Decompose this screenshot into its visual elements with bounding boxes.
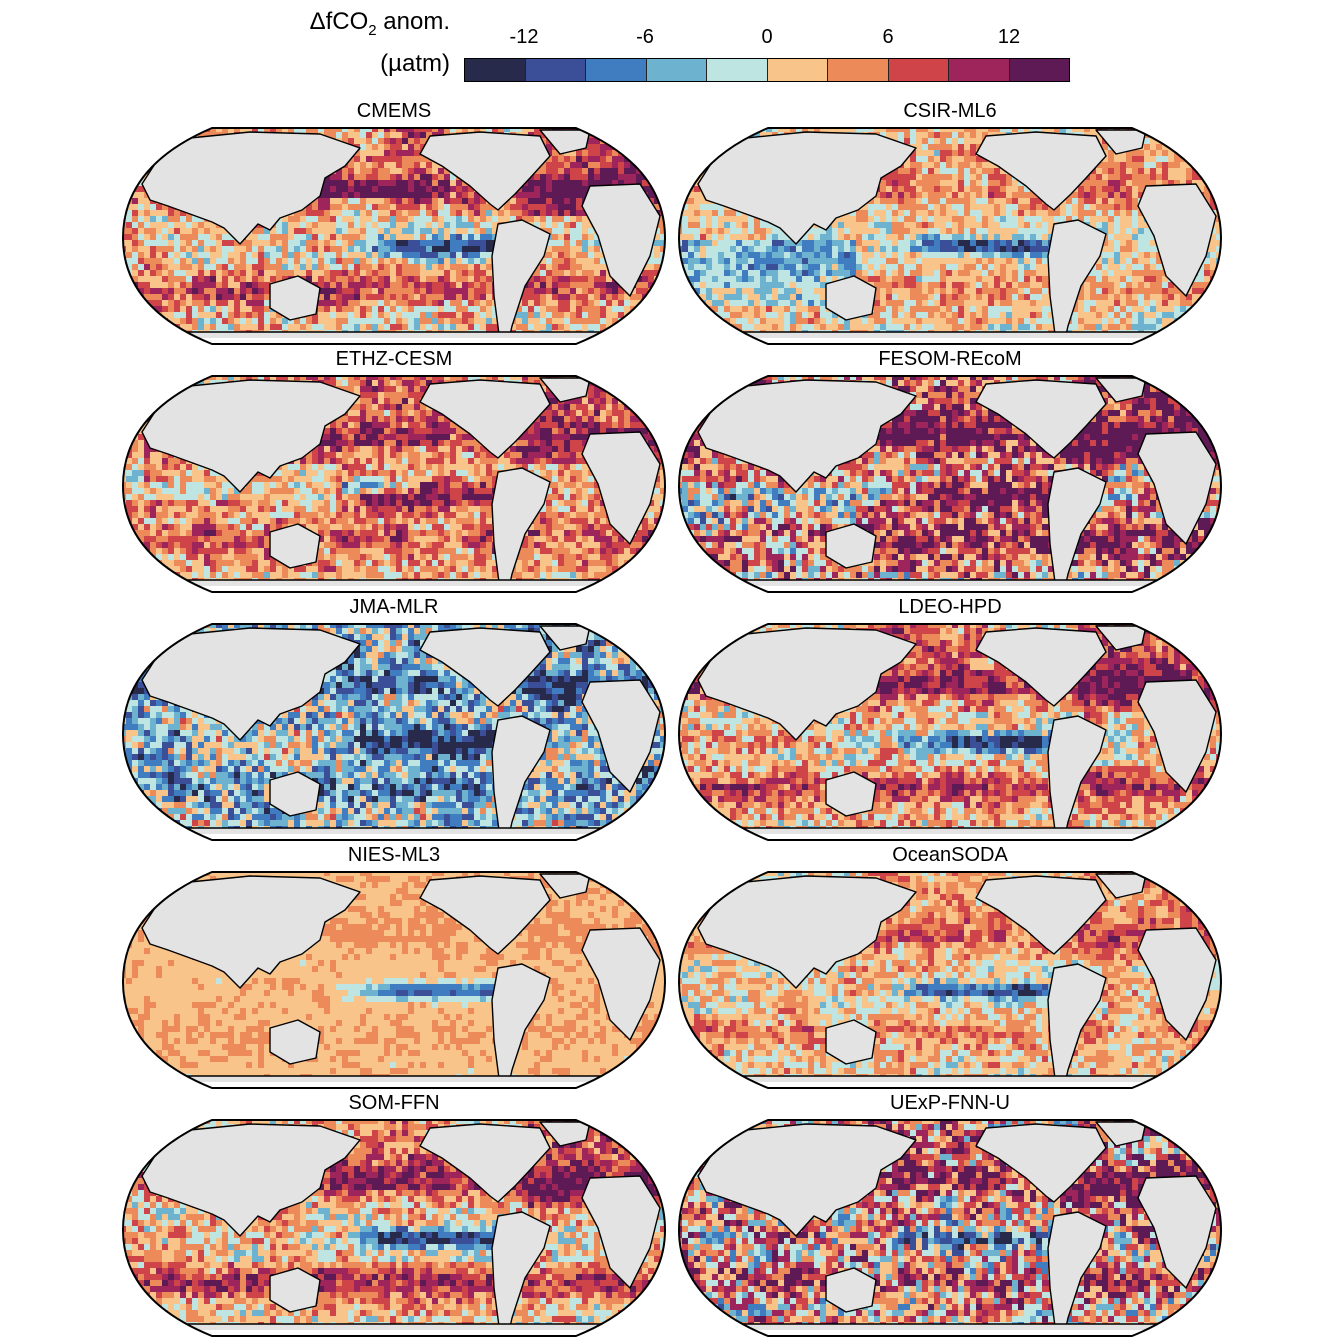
map-frame — [121, 1119, 667, 1337]
colorbar-tick: 12 — [998, 26, 1020, 49]
panel-title: OceanSODA — [676, 844, 1224, 866]
land — [697, 129, 1217, 344]
colorbar-tick: 6 — [882, 26, 893, 49]
map-som-ffn — [121, 1119, 667, 1337]
ocean-field — [123, 128, 665, 344]
ocean-field — [679, 624, 1221, 840]
colorbar-swatch — [828, 59, 889, 81]
colorbar-tick: 0 — [761, 26, 772, 49]
map-frame — [677, 127, 1223, 345]
map-ldeo-hpd — [677, 623, 1223, 841]
map-panel-nies-ml3: NIES-ML3 — [120, 844, 668, 1092]
map-jma-mlr — [121, 623, 667, 841]
ocean-field — [123, 624, 665, 840]
map-panel-fesom-recom: FESOM-REcoM — [676, 348, 1224, 596]
map-panel-oceansoda: OceanSODA — [676, 844, 1224, 1092]
panel-title: JMA-MLR — [120, 596, 668, 618]
map-panel-cmems: CMEMS — [120, 100, 668, 348]
ocean-field — [123, 872, 665, 1088]
map-cmems — [121, 127, 667, 345]
panel-title: NIES-ML3 — [120, 844, 668, 866]
land — [141, 377, 661, 592]
colorbar-title-subscript: 2 — [368, 22, 376, 39]
panel-title: CMEMS — [120, 100, 668, 122]
map-panel-jma-mlr: JMA-MLR — [120, 596, 668, 844]
colorbar-swatch — [767, 59, 828, 81]
panel-title: LDEO-HPD — [676, 596, 1224, 618]
colorbar-swatch — [646, 59, 707, 81]
land — [697, 625, 1217, 840]
panel-title: CSIR-ML6 — [676, 100, 1224, 122]
ocean-field — [679, 128, 1221, 344]
colorbar-title: ΔfCO2 anom. (µatm) — [270, 10, 450, 76]
land — [141, 873, 661, 1088]
map-frame — [121, 871, 667, 1089]
colorbar-tick: -12 — [510, 26, 539, 49]
ocean-field — [679, 872, 1221, 1088]
panel-title: SOM-FFN — [120, 1092, 668, 1114]
map-uexp-fnn-u — [677, 1119, 1223, 1337]
map-oceansoda — [677, 871, 1223, 1089]
map-panel-csir-ml6: CSIR-ML6 — [676, 100, 1224, 348]
map-panel-som-ffn: SOM-FFN — [120, 1092, 668, 1340]
ocean-field — [679, 376, 1221, 592]
colorbar-swatch — [525, 59, 586, 81]
colorbar — [464, 58, 1070, 82]
map-ethz-cesm — [121, 375, 667, 593]
map-frame — [121, 375, 667, 593]
colorbar-swatch — [949, 59, 1010, 81]
colorbar-title-rest: anom. — [377, 8, 450, 35]
ocean-field — [679, 1120, 1221, 1336]
colorbar-swatch — [707, 59, 768, 81]
colorbar-swatch — [465, 59, 526, 81]
colorbar-units: (µatm) — [270, 51, 450, 76]
land — [697, 377, 1217, 592]
map-frame — [121, 127, 667, 345]
colorbar-title-main: ΔfCO — [310, 8, 369, 35]
map-fesom-recom — [677, 375, 1223, 593]
map-csir-ml6 — [677, 127, 1223, 345]
map-frame — [677, 871, 1223, 1089]
map-frame — [121, 623, 667, 841]
map-frame — [677, 375, 1223, 593]
colorbar-ticks: -12 -6 0 6 12 — [464, 26, 1070, 48]
colorbar-swatch — [1009, 59, 1069, 81]
map-nies-ml3 — [121, 871, 667, 1089]
colorbar-swatch — [586, 59, 647, 81]
ocean-field — [123, 1120, 665, 1336]
panel-title: FESOM-REcoM — [676, 348, 1224, 370]
map-panel-ethz-cesm: ETHZ-CESM — [120, 348, 668, 596]
map-frame — [677, 1119, 1223, 1337]
colorbar-swatch — [888, 59, 949, 81]
colorbar-tick: -6 — [636, 26, 654, 49]
land — [697, 1121, 1217, 1336]
panel-title: UExP-FNN-U — [676, 1092, 1224, 1114]
land — [697, 873, 1217, 1088]
panel-title: ETHZ-CESM — [120, 348, 668, 370]
ocean-field — [123, 376, 665, 592]
map-panel-ldeo-hpd: LDEO-HPD — [676, 596, 1224, 844]
map-panel-uexp-fnn-u: UExP-FNN-U — [676, 1092, 1224, 1340]
map-frame — [677, 623, 1223, 841]
